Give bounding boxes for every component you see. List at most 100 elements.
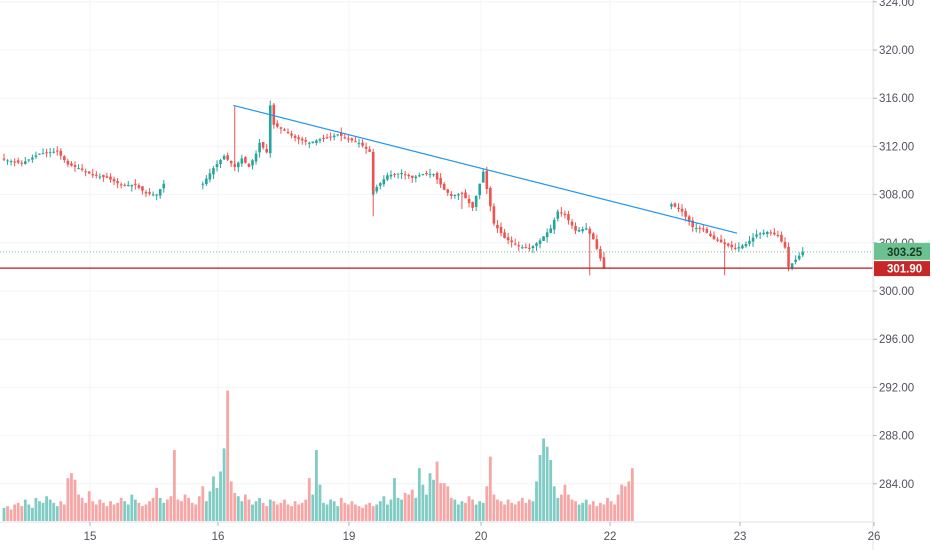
volume-bar [94, 504, 98, 521]
volume-bar [421, 484, 425, 521]
volume-bar [98, 499, 102, 521]
volume-bar [233, 492, 237, 521]
candle-body [425, 172, 428, 175]
volume-bar [407, 494, 411, 521]
candle-body [400, 172, 403, 175]
candle-body [318, 139, 322, 141]
last-price-badge: 303.25 [874, 242, 930, 260]
candle-body [59, 150, 63, 156]
volume-bar [474, 504, 478, 521]
volume-bar [41, 502, 45, 521]
price-axis[interactable]: 324.00320.00316.00312.00308.00304.00300.… [872, 0, 914, 550]
candle-body [84, 171, 87, 173]
candle-body [2, 158, 6, 160]
candle-body [684, 211, 687, 217]
candle-body [467, 198, 471, 204]
candle-body [489, 187, 492, 207]
candle-body [247, 164, 251, 167]
volume-bar [531, 501, 535, 521]
candle-body [24, 161, 27, 165]
volume-bar [339, 497, 343, 521]
volume-bar [442, 483, 446, 521]
candle-body [535, 243, 538, 246]
price-tick-label: 292.00 [879, 382, 914, 394]
volume-bar [133, 499, 137, 521]
volume-bar [222, 448, 226, 521]
candle-body [382, 179, 386, 185]
time-axis[interactable]: 15 16 19 20 22 23 26 [0, 521, 880, 543]
candle-body [148, 192, 151, 194]
candle-body [741, 245, 744, 249]
volume-bar [105, 506, 109, 521]
volume-bar [588, 504, 592, 521]
candle-body [464, 192, 467, 199]
volume-bar [464, 502, 467, 521]
candle-body [702, 228, 705, 230]
candle-body [137, 185, 141, 188]
candle-body [730, 244, 734, 248]
candle-body [588, 228, 592, 234]
volume-bar [446, 486, 450, 521]
volume-bar [148, 501, 151, 521]
volume-bar [254, 501, 258, 521]
volume-bar [630, 468, 634, 521]
candle-body [368, 149, 371, 152]
candle-body [48, 152, 52, 154]
volume-bar [432, 479, 435, 521]
volume-bar [549, 459, 553, 521]
candle-body [283, 129, 286, 131]
volume-bar [272, 501, 276, 521]
candle-body [673, 203, 677, 207]
volume-bar [251, 504, 254, 521]
volume-bar [513, 504, 517, 521]
volume-bar [162, 502, 166, 521]
volume-bar [616, 494, 620, 521]
trend-line[interactable] [233, 104, 738, 234]
candle-body [339, 132, 343, 136]
volume-bar [59, 501, 63, 521]
volume-bar [524, 502, 528, 521]
candle-body [524, 247, 528, 249]
volume-bar [297, 504, 301, 521]
volume-bar [453, 499, 457, 521]
volume-bar [506, 499, 510, 521]
price-tick-label: 284.00 [879, 479, 914, 491]
volume-bar [286, 504, 290, 521]
candle-body [87, 171, 91, 174]
grid [0, 0, 875, 522]
volume-bar [70, 473, 73, 521]
volume-bar [332, 501, 336, 521]
volume-bar [499, 501, 503, 521]
volume-bar [556, 497, 560, 521]
volume-bar [283, 499, 286, 521]
volume-bar [183, 494, 187, 521]
candle-body [499, 226, 503, 234]
candle-body [226, 155, 229, 160]
candle-body [538, 240, 542, 245]
candle-body [471, 202, 474, 208]
candle-body [290, 133, 293, 136]
volume-bar [538, 455, 542, 521]
candle-body [517, 245, 521, 247]
volume-bar [322, 502, 325, 521]
candle-body [286, 131, 290, 134]
candle-body [751, 237, 755, 242]
candle-body [574, 226, 577, 231]
volume-bar [130, 494, 134, 521]
volume-bar [73, 479, 77, 521]
volume-bar [261, 502, 265, 521]
last-price-value: 303.25 [887, 247, 923, 259]
candle-body [379, 183, 382, 186]
volume-bar [343, 502, 347, 521]
candle-body [112, 179, 116, 182]
candle-body [765, 231, 769, 235]
candle-body [105, 176, 109, 178]
volume-bar [268, 499, 272, 521]
volume-bar [318, 484, 322, 521]
volume-bar [226, 390, 230, 521]
volume-bar [606, 497, 609, 521]
volume-bar [371, 506, 375, 521]
candle-body [311, 141, 315, 144]
candle-body [790, 263, 794, 269]
